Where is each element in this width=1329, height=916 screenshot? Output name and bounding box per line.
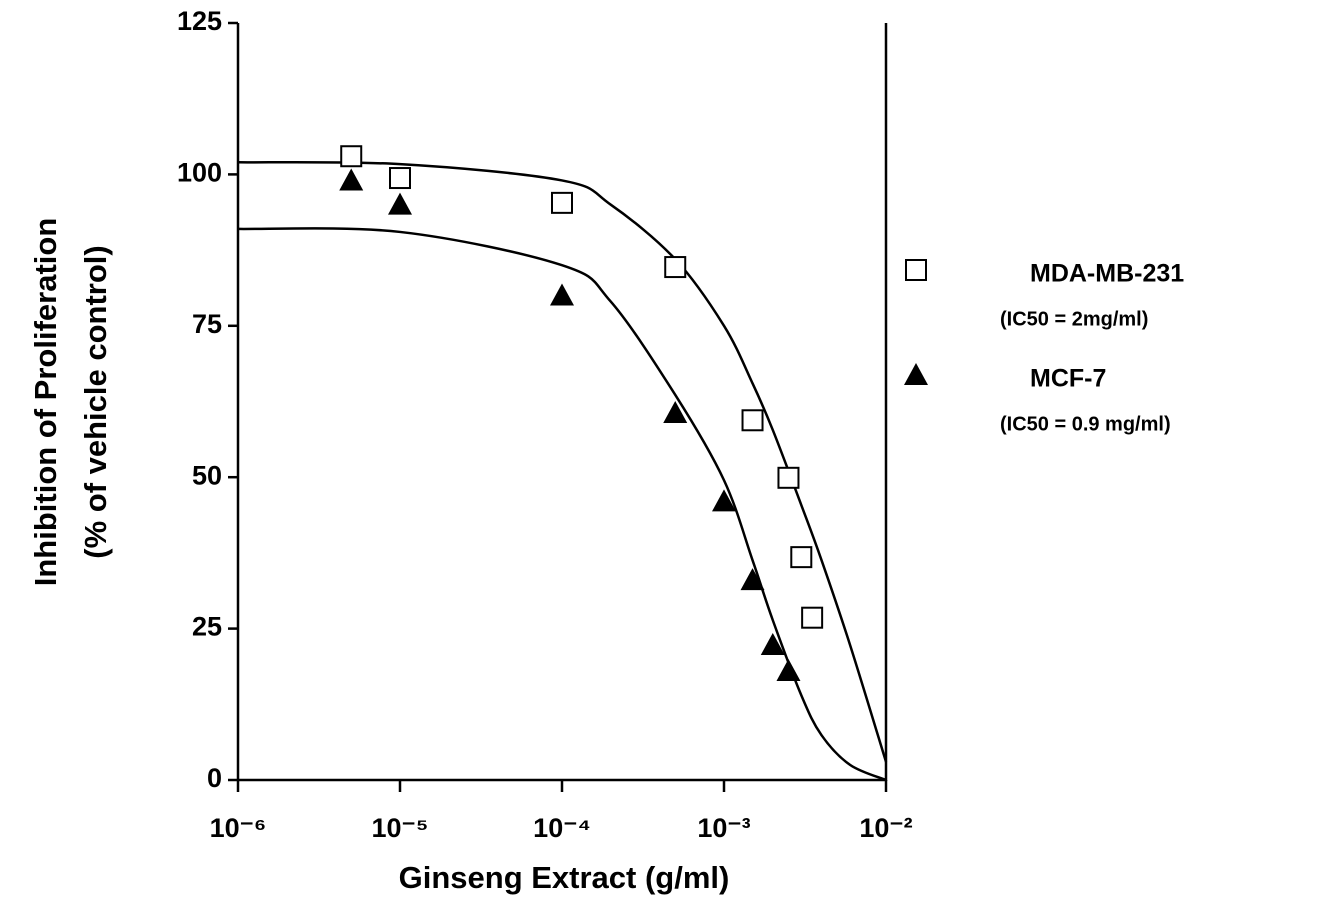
- data-point: [741, 409, 764, 432]
- x-tick-label: 10⁻⁴: [533, 813, 591, 843]
- x-tick-label: 10⁻²: [859, 813, 912, 843]
- y-axis-label: Inhibition of Proliferation: [28, 218, 63, 587]
- data-point: [712, 489, 736, 512]
- data-point: [339, 168, 364, 191]
- x-tick-label: 10⁻³: [697, 813, 750, 843]
- data-point: [550, 283, 574, 306]
- data-point: [801, 606, 824, 629]
- x-axis-label: Ginseng Extract (g/ml): [399, 860, 730, 895]
- fit-curve: [237, 160, 888, 763]
- data-point: [388, 192, 412, 215]
- y-axis-label: (% of vehicle control): [78, 245, 113, 558]
- data-point: [776, 658, 801, 681]
- legend-note: (IC50 = 2mg/ml): [1000, 308, 1148, 330]
- data-point: [740, 568, 765, 591]
- data-point: [664, 256, 687, 279]
- data-point: [777, 466, 800, 489]
- legend-marker: [905, 259, 927, 281]
- y-tick-label: 0: [207, 763, 222, 793]
- legend-marker: [904, 363, 928, 385]
- x-tick-label: 10⁻⁶: [210, 813, 267, 843]
- fit-curve: [237, 227, 887, 782]
- x-tick-label: 10⁻⁵: [372, 813, 429, 843]
- data-point: [551, 191, 573, 214]
- data-point: [340, 145, 363, 168]
- y-tick-label: 50: [192, 460, 222, 490]
- y-tick-label: 75: [192, 309, 222, 339]
- y-tick-label: 100: [177, 158, 222, 188]
- legend-label: MCF-7: [1030, 365, 1106, 393]
- data-point: [663, 401, 688, 424]
- data-point: [760, 632, 785, 655]
- data-point: [790, 546, 813, 569]
- legend-note: (IC50 = 0.9 mg/ml): [1000, 413, 1171, 435]
- data-point: [389, 167, 411, 190]
- y-tick-label: 125: [177, 6, 222, 36]
- y-tick-label: 25: [192, 612, 222, 642]
- legend-label: MDA-MB-231: [1030, 260, 1184, 288]
